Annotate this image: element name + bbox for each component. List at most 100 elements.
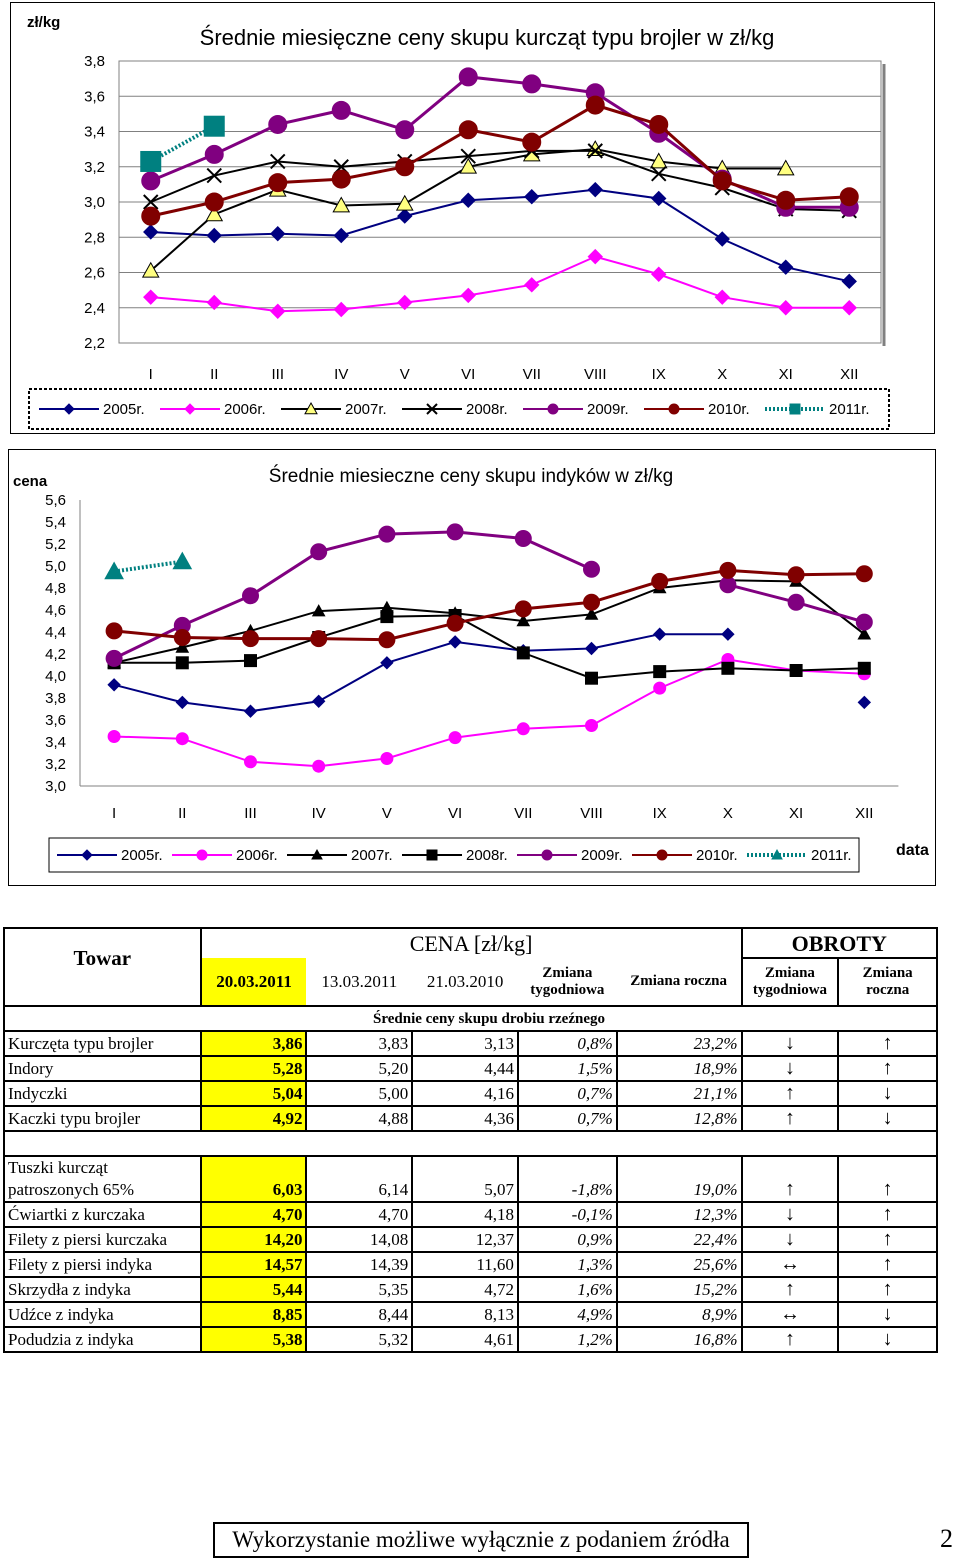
y-tick-label: 3,0: [84, 194, 105, 211]
row-name: Indyczki: [3, 1080, 202, 1107]
legend: 2005r. 2006r. 2007r. 2008r. 2009r. 2010r. 2011…: [28, 388, 890, 430]
y-tick-label: 5,6: [45, 492, 66, 509]
legend-marker: [656, 849, 668, 861]
data-point: [776, 190, 796, 210]
legend-label: 2009r.: [581, 847, 623, 864]
turnover-yearly: ↑: [837, 1201, 938, 1228]
series-line: [150, 149, 850, 212]
price-week-ago: 4,88: [305, 1105, 414, 1132]
series-2010r.: [105, 561, 873, 649]
data-point: [104, 561, 124, 580]
data-point: [841, 273, 857, 290]
legend-label: 2011r.: [829, 401, 870, 418]
data-point: [446, 523, 464, 541]
data-point: [651, 266, 667, 282]
col-obroty-yearly-l1: Zmiana: [862, 965, 913, 981]
price-week-ago: 5,20: [305, 1055, 414, 1082]
data-point: [776, 159, 795, 176]
data-point: [712, 171, 732, 191]
x-tick-label: VII: [514, 805, 532, 822]
chart-turkeys: 5,6 5,4 5,2 5,0 4,8 4,6 4,4 4,2 4,0 3,8 3,6 3,4 3,2 3…: [8, 449, 936, 886]
y-axis-label: cena: [13, 473, 48, 490]
x-tick-label: XII: [855, 805, 873, 822]
table-row: Kaczki typu brojler 4,92 4,88 4,36 0,7% 12,8%…: [3, 1105, 938, 1132]
data-point: [516, 646, 530, 660]
data-point: [380, 752, 394, 765]
data-point: [448, 635, 462, 649]
table-spacer: [3, 1130, 938, 1157]
y-tick-label: 3,6: [45, 712, 66, 729]
data-point: [789, 664, 803, 677]
data-label: data: [896, 842, 929, 859]
legend-marker: [426, 403, 438, 415]
data-point: [243, 704, 258, 718]
col-weekly-change: Zmiana tygodniowa: [518, 958, 617, 1006]
row-name: Indory: [3, 1055, 202, 1082]
data-point: [141, 171, 161, 191]
yearly-change: 22,4%: [615, 1226, 743, 1253]
legend: 2005r. 2006r. 2007r. 2008r. 2009r. 2010r. 2011…: [48, 837, 860, 873]
table-row: Indory 5,28 5,20 4,44 1,5% 18,9% ↓ ↑: [3, 1055, 938, 1082]
data-point: [175, 732, 189, 746]
chart-title: Średnie miesieczne ceny skupu indyków w …: [269, 465, 673, 487]
y-tick-label: 4,4: [45, 624, 66, 641]
row-name: Filety z piersi indyka: [3, 1251, 202, 1278]
legend-label: 2008r.: [466, 847, 508, 864]
weekly-change: 0,7%: [516, 1105, 618, 1132]
x-tick-label: VI: [461, 366, 475, 383]
series-2005r.: [107, 627, 872, 718]
turnover-yearly: ↑: [837, 1155, 938, 1203]
series-line: [114, 658, 865, 768]
data-point: [652, 627, 667, 641]
legend-marker: [304, 401, 318, 415]
price-current: 6,03: [199, 1155, 308, 1203]
data-point: [587, 181, 603, 198]
yearly-change: 21,1%: [615, 1080, 743, 1107]
x-tick-label: II: [178, 805, 186, 822]
chart-broilers-svg: 3,83,63,43,23,02,82,62,42,2I II III IV V VI VI…: [27, 14, 890, 430]
data-point: [395, 157, 415, 177]
price-year-ago: 4,36: [411, 1105, 519, 1132]
col-weekly-change-l1: Zmiana: [542, 964, 593, 981]
price-current: 4,70: [199, 1201, 308, 1228]
data-point: [651, 190, 667, 207]
data-point: [141, 261, 160, 278]
price-week-ago: 4,70: [305, 1201, 414, 1228]
price-current: 4,92: [199, 1105, 308, 1132]
turnover-yearly: ↓: [837, 1301, 938, 1328]
x-tick-label: IV: [312, 805, 326, 822]
weekly-change: 1,3%: [516, 1251, 618, 1278]
x-tick-label: V: [400, 366, 410, 383]
data-point: [270, 303, 286, 319]
data-point: [310, 543, 328, 561]
yearly-change: 8,9%: [615, 1301, 743, 1328]
price-week-ago: 14,08: [305, 1226, 414, 1253]
legend-label: 2010r.: [696, 847, 738, 864]
x-tick-label: VII: [523, 366, 541, 383]
data-point: [204, 144, 224, 164]
legend-label: 2010r.: [708, 401, 750, 418]
col-weekly-change-l2: tygodniowa: [530, 981, 605, 998]
data-point: [460, 148, 476, 164]
y-tick-label: 3,8: [45, 690, 66, 707]
legend-label: 2008r.: [466, 401, 508, 418]
price-year-ago: 11,60: [411, 1251, 519, 1278]
table-row: Indyczki 5,04 5,00 4,16 0,7% 21,1% ↑ ↓: [3, 1080, 938, 1107]
data-point: [312, 759, 326, 773]
data-point: [458, 67, 478, 87]
date-week-ago: 13.03.2011: [321, 972, 398, 991]
data-point: [331, 100, 351, 120]
data-point: [649, 114, 669, 134]
data-point: [107, 730, 121, 743]
legend-label: 2009r.: [587, 401, 629, 418]
data-point: [585, 95, 605, 115]
data-point: [206, 294, 222, 311]
y-tick-label: 5,2: [45, 536, 66, 553]
price-year-ago: 4,16: [411, 1080, 519, 1107]
legend-marker: [547, 403, 559, 415]
data-point: [270, 153, 286, 170]
series-2006r.: [143, 248, 857, 319]
legend-box: [28, 388, 890, 430]
series-line: [150, 188, 850, 283]
data-point: [841, 300, 857, 316]
